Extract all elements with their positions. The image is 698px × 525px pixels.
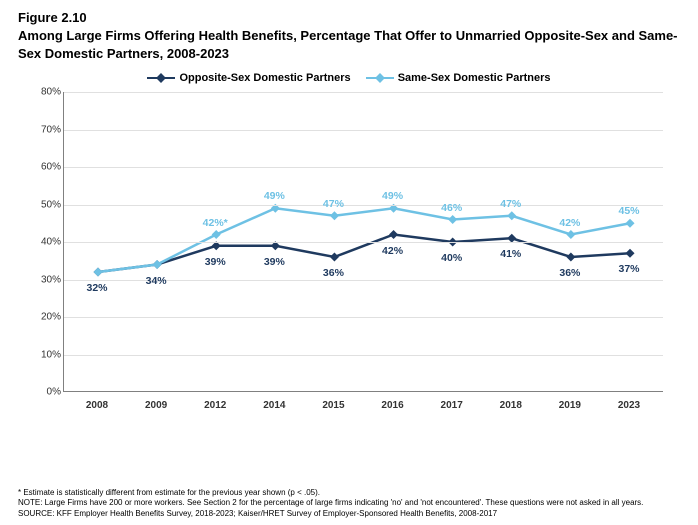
marker-same (625, 219, 634, 228)
data-label-same: 45% (618, 205, 639, 217)
marker-same (566, 230, 575, 239)
figure-number: Figure 2.10 (18, 10, 680, 25)
footnotes: * Estimate is statistically different fr… (18, 488, 680, 519)
diamond-icon (147, 73, 175, 83)
marker-same (330, 211, 339, 220)
diamond-icon (366, 73, 394, 83)
data-label-opposite: 39% (264, 256, 285, 268)
legend-item-same: Same-Sex Domestic Partners (366, 72, 551, 84)
x-tick-label: 2014 (254, 400, 294, 411)
plot-area (63, 92, 663, 392)
y-tick-label: 50% (33, 199, 61, 210)
marker-same (93, 268, 102, 277)
marker-same (448, 215, 457, 224)
chart: 0% 10% 20% 30% 40% 50% 60% 70% 80% 2008 2009 2012 20… (19, 88, 679, 428)
data-label-opposite: 42% (382, 245, 403, 257)
y-tick-label: 40% (33, 237, 61, 248)
figure-title: Among Large Firms Offering Health Benefi… (18, 27, 680, 62)
legend-item-opposite: Opposite-Sex Domestic Partners (147, 72, 350, 84)
marker-same (153, 260, 162, 269)
marker-opposite (389, 230, 398, 239)
grid-line (64, 130, 663, 131)
grid-line (64, 242, 663, 243)
y-tick-label: 70% (33, 124, 61, 135)
footnote-significance: * Estimate is statistically different fr… (18, 488, 680, 498)
data-label-opposite: 37% (618, 263, 639, 275)
data-label-opposite: 41% (500, 248, 521, 260)
y-tick-label: 0% (33, 387, 61, 398)
x-tick-label: 2012 (195, 400, 235, 411)
legend: Opposite-Sex Domestic Partners Same-Sex … (0, 72, 698, 86)
data-label-opposite: 36% (323, 267, 344, 279)
x-tick-label: 2018 (491, 400, 531, 411)
marker-same (212, 230, 221, 239)
y-tick-label: 60% (33, 162, 61, 173)
data-label-opposite: 34% (146, 275, 167, 287)
x-tick-label: 2019 (550, 400, 590, 411)
marker-opposite (330, 253, 339, 262)
y-tick-label: 30% (33, 274, 61, 285)
x-tick-label: 2008 (77, 400, 117, 411)
data-label-same: 42%* (203, 217, 228, 229)
data-label-same: 47% (500, 198, 521, 210)
data-label-opposite: 39% (205, 256, 226, 268)
grid-line (64, 205, 663, 206)
marker-opposite (625, 249, 634, 258)
x-tick-label: 2015 (313, 400, 353, 411)
footnote-note: NOTE: Large Firms have 200 or more worke… (18, 498, 680, 508)
data-label-same: 47% (323, 198, 344, 210)
x-tick-label: 2017 (432, 400, 472, 411)
x-tick-label: 2016 (373, 400, 413, 411)
y-tick-label: 10% (33, 349, 61, 360)
legend-label-same: Same-Sex Domestic Partners (398, 72, 551, 84)
y-tick-label: 20% (33, 312, 61, 323)
grid-line (64, 167, 663, 168)
series-line-same (98, 208, 630, 272)
legend-label-opposite: Opposite-Sex Domestic Partners (179, 72, 350, 84)
data-label-opposite: 36% (559, 267, 580, 279)
data-label-same: 46% (441, 202, 462, 214)
data-label-same: 49% (264, 190, 285, 202)
figure-header: Figure 2.10 Among Large Firms Offering H… (0, 0, 698, 66)
y-tick-label: 80% (33, 87, 61, 98)
grid-line (64, 92, 663, 93)
footnote-source: SOURCE: KFF Employer Health Benefits Sur… (18, 509, 680, 519)
x-tick-label: 2023 (609, 400, 649, 411)
data-label-opposite: 40% (441, 252, 462, 264)
marker-opposite (566, 253, 575, 262)
grid-line (64, 355, 663, 356)
marker-same (507, 211, 516, 220)
data-label-opposite: 32% (86, 282, 107, 294)
grid-line (64, 317, 663, 318)
x-tick-label: 2009 (136, 400, 176, 411)
data-label-same: 42% (559, 217, 580, 229)
data-label-same: 49% (382, 190, 403, 202)
